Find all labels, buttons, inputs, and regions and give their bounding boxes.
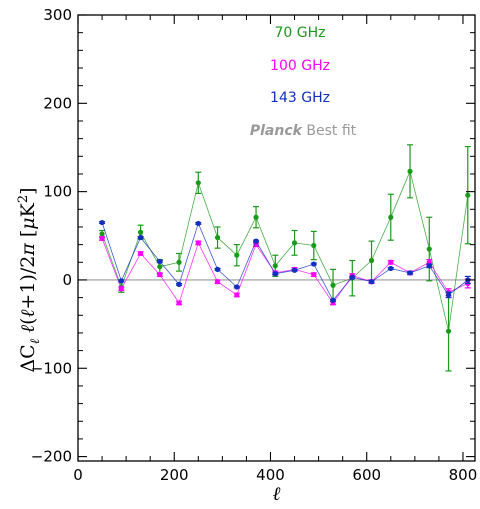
data-point bbox=[311, 261, 317, 267]
data-point bbox=[291, 240, 298, 246]
legend-entry: 70 GHz bbox=[275, 25, 326, 41]
legend-reference: Planck Best fit bbox=[250, 123, 357, 139]
x-tick-label: 0 bbox=[73, 466, 83, 484]
data-point bbox=[426, 263, 432, 269]
data-point bbox=[195, 240, 201, 246]
data-point bbox=[157, 272, 163, 278]
data-point bbox=[388, 265, 394, 272]
x-tick-label: 200 bbox=[160, 466, 189, 484]
data-point bbox=[99, 235, 105, 242]
data-point bbox=[330, 297, 336, 303]
data-point bbox=[157, 258, 163, 265]
data-point bbox=[234, 292, 240, 298]
y-axis-subscript: ℓ bbox=[28, 338, 43, 344]
data-point bbox=[272, 263, 278, 269]
series-line bbox=[101, 222, 469, 302]
data-point bbox=[311, 242, 317, 249]
y-tick-label: −200 bbox=[31, 448, 72, 466]
data-point bbox=[445, 292, 452, 298]
data-point bbox=[195, 180, 201, 186]
legend-entry: 100 GHz bbox=[270, 58, 330, 74]
data-point bbox=[426, 246, 432, 252]
series-70-ghz bbox=[99, 144, 471, 372]
y-tick-label: 100 bbox=[43, 183, 72, 201]
y-axis-title: ΔCℓ ℓ(ℓ+1)/2π [μK2] bbox=[16, 187, 43, 372]
data-point bbox=[99, 231, 105, 237]
data-point bbox=[407, 168, 413, 174]
data-point bbox=[234, 284, 240, 290]
data-point bbox=[291, 267, 298, 273]
x-tick-label: 800 bbox=[449, 466, 478, 484]
series-143-ghz bbox=[99, 219, 471, 303]
data-point bbox=[176, 281, 182, 287]
data-point bbox=[272, 271, 278, 277]
data-point bbox=[176, 300, 182, 306]
data-point bbox=[388, 259, 394, 265]
series-line bbox=[101, 170, 469, 332]
y-tick-label: 300 bbox=[43, 6, 72, 24]
data-point bbox=[445, 328, 452, 334]
plot-frame bbox=[77, 14, 476, 462]
data-point bbox=[368, 257, 375, 264]
data-point bbox=[349, 274, 355, 280]
data-point bbox=[157, 264, 163, 270]
data-point bbox=[214, 234, 221, 241]
data-point bbox=[253, 238, 259, 244]
data-point bbox=[330, 282, 336, 288]
data-point bbox=[368, 279, 375, 285]
data-point bbox=[118, 278, 124, 284]
y-tick-label: 0 bbox=[62, 271, 72, 289]
data-point bbox=[253, 214, 259, 220]
data-point bbox=[99, 219, 105, 226]
data-point bbox=[234, 252, 240, 258]
y-tick-label: 200 bbox=[43, 94, 72, 112]
data-point bbox=[311, 272, 317, 278]
data-point bbox=[214, 279, 221, 285]
series-line bbox=[101, 238, 468, 304]
data-point bbox=[137, 250, 144, 257]
legend-entry: 143 GHz bbox=[270, 90, 330, 106]
x-tick-label: 600 bbox=[352, 466, 381, 484]
data-point bbox=[118, 286, 124, 292]
data-point bbox=[407, 270, 413, 276]
data-point bbox=[176, 259, 182, 265]
data-point bbox=[465, 192, 471, 198]
reference-text: Best fit bbox=[302, 123, 357, 139]
reference-prefix: Planck bbox=[250, 123, 304, 139]
data-point bbox=[195, 220, 201, 227]
x-tick-label: 400 bbox=[256, 466, 285, 484]
data-point bbox=[137, 229, 144, 235]
y-tick-label: −100 bbox=[31, 359, 72, 377]
data-point bbox=[388, 214, 394, 220]
data-point bbox=[214, 266, 221, 272]
data-point bbox=[137, 234, 144, 241]
x-axis-title: ℓ bbox=[273, 483, 281, 505]
